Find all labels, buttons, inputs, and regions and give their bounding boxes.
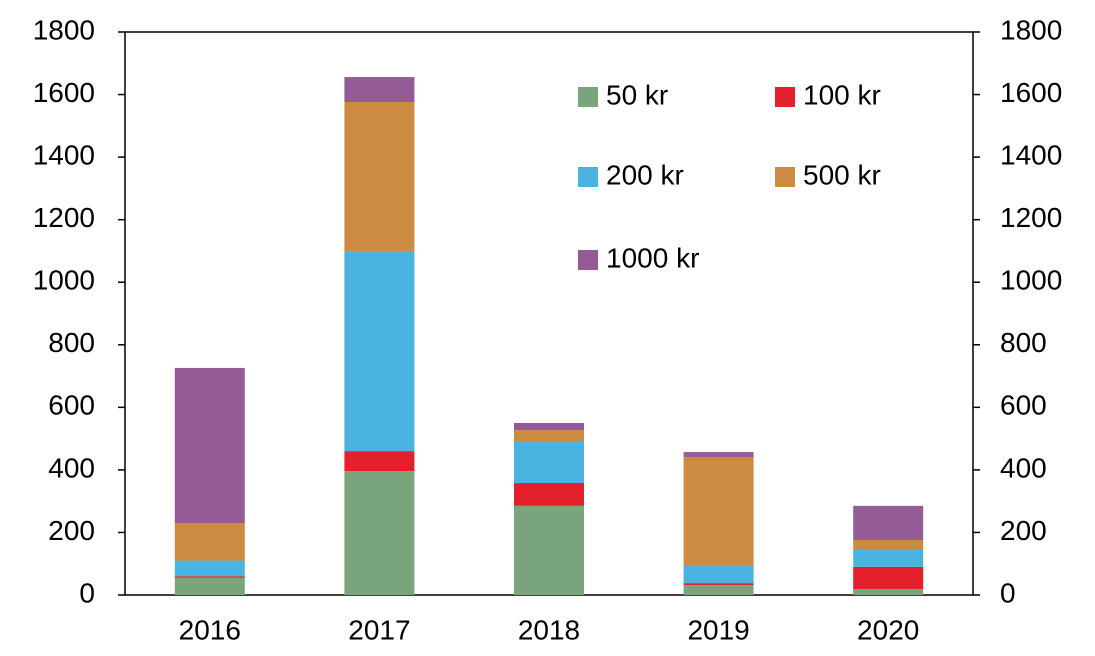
y-tick-label: 1200 [33,202,95,233]
y-tick-label: 0 [79,577,95,608]
bar-segment [853,539,924,550]
bar-segment [853,589,924,595]
legend-swatch [578,250,598,270]
bar-segment [683,457,754,566]
bar-segment [683,452,754,458]
bar-segment [514,430,584,443]
y-tick-label: 200 [48,515,95,546]
y-tick-label: 1000 [33,265,95,296]
legend-swatch [578,167,598,187]
legend-swatch [578,87,598,107]
bar-segment [514,483,584,506]
y-tick-label: 1400 [33,140,95,171]
bar-segment [514,505,584,595]
legend-label: 500 kr [803,159,881,190]
bar-segment [683,565,754,584]
y2-tick-label: 600 [1000,390,1047,421]
y-tick-label: 800 [48,327,95,358]
legend-label: 50 kr [606,79,668,110]
bar-segment [344,251,415,452]
y2-tick-label: 1000 [1000,265,1062,296]
y2-tick-label: 1600 [1000,77,1062,108]
x-tick-label: 2018 [518,614,580,645]
y2-tick-label: 400 [1000,452,1047,483]
x-tick-label: 2016 [179,614,241,645]
x-tick-label: 2019 [687,614,749,645]
legend-swatch [775,87,795,107]
bar-segment [174,523,245,561]
legend-label: 100 kr [803,79,881,110]
y2-tick-label: 1800 [1000,14,1062,45]
bar-segment [683,584,754,595]
y2-tick-label: 800 [1000,327,1047,358]
y2-tick-label: 0 [1000,577,1016,608]
y-tick-label: 600 [48,390,95,421]
bar-segment [853,505,924,540]
bar-segment [344,102,415,252]
x-tick-label: 2017 [348,614,410,645]
bar-segment [174,576,245,578]
bar-segment [514,422,584,431]
bar-segment [683,583,754,585]
legend-label: 1000 kr [606,242,699,273]
bar-segment [174,560,245,577]
y-tick-label: 400 [48,452,95,483]
legend-label: 200 kr [606,159,684,190]
bar-segment [514,442,584,484]
bar-segment [344,471,415,595]
x-tick-label: 2020 [857,614,919,645]
bar-segment [853,549,924,567]
bar-segment [174,367,245,524]
y-tick-label: 1600 [33,77,95,108]
y-tick-label: 1800 [33,14,95,45]
y2-tick-label: 1200 [1000,202,1062,233]
bar-segment [344,451,415,472]
bar-segment [174,577,245,595]
legend-swatch [775,167,795,187]
y2-tick-label: 1400 [1000,140,1062,171]
bar-segment [344,77,415,103]
y2-tick-label: 200 [1000,515,1047,546]
bar-segment [853,566,924,590]
